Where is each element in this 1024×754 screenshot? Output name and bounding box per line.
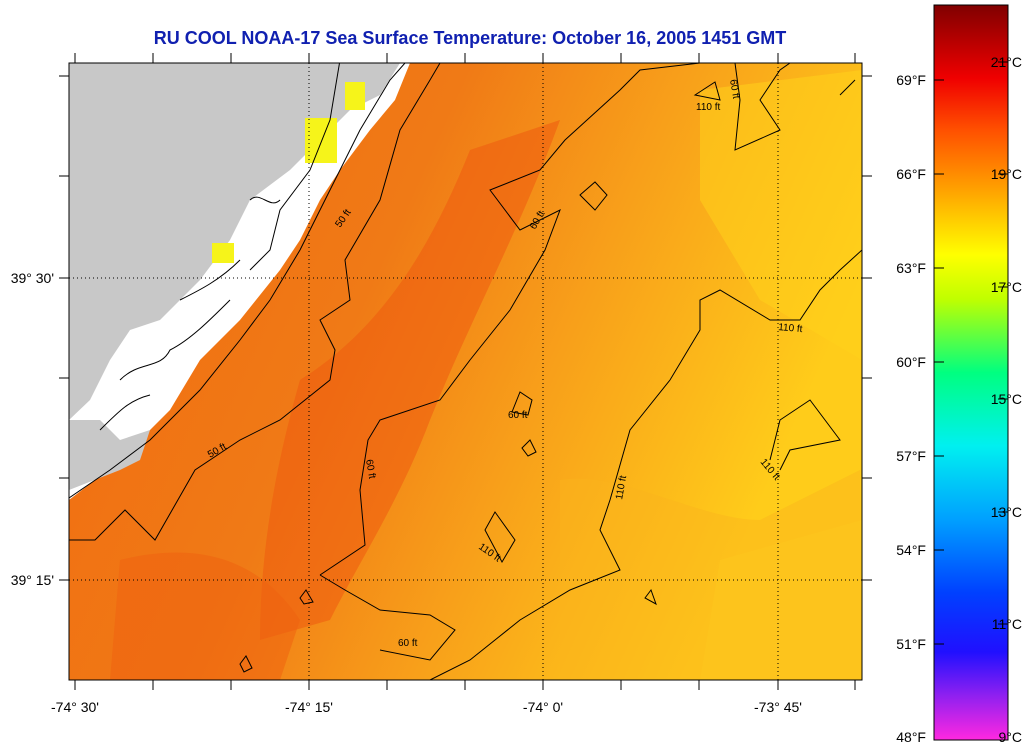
c-tick: 17°C bbox=[991, 279, 1022, 295]
lon-label: -74° 30' bbox=[51, 699, 99, 715]
colorbar-ticks bbox=[934, 61, 1008, 645]
c-tick: 13°C bbox=[991, 504, 1022, 520]
c-tick: 21°C bbox=[991, 54, 1022, 70]
lon-label: -74° 0' bbox=[523, 699, 563, 715]
fahrenheit-scale: 69°F 66°F 63°F 60°F 57°F 54°F 51°F 48°F bbox=[896, 72, 926, 745]
contour-label: 110 ft bbox=[614, 474, 629, 500]
contour-label: 60 ft bbox=[363, 459, 377, 480]
latitude-labels: 39° 30' 39° 15' bbox=[11, 270, 54, 588]
f-tick: 51°F bbox=[896, 636, 926, 652]
f-tick: 66°F bbox=[896, 166, 926, 182]
lat-label: 39° 15' bbox=[11, 572, 54, 588]
depth-contours bbox=[69, 63, 862, 680]
contour-label: 60 ft bbox=[508, 410, 528, 421]
f-tick: 48°F bbox=[896, 729, 926, 745]
f-tick: 60°F bbox=[896, 354, 926, 370]
contour-label: 60 ft bbox=[727, 79, 741, 100]
contour-label: 110 ft bbox=[696, 102, 720, 113]
temperature-colorbar bbox=[933, 4, 1009, 741]
f-tick: 54°F bbox=[896, 542, 926, 558]
f-tick: 57°F bbox=[896, 448, 926, 464]
c-tick: 15°C bbox=[991, 391, 1022, 407]
coastline bbox=[69, 63, 410, 500]
lon-label: -74° 15' bbox=[285, 699, 333, 715]
longitude-labels: -74° 30' -74° 15' -74° 0' -73° 45' bbox=[51, 699, 802, 715]
axis-ticks bbox=[59, 53, 872, 690]
lat-label: 39° 30' bbox=[11, 270, 54, 286]
f-tick: 63°F bbox=[896, 260, 926, 276]
contour-label: 60 ft bbox=[398, 638, 418, 649]
graticule bbox=[69, 63, 862, 680]
c-tick: 19°C bbox=[991, 166, 1022, 182]
c-tick: 9°C bbox=[999, 729, 1023, 745]
celsius-scale: 21°C 19°C 17°C 15°C 13°C 11°C 9°C bbox=[991, 54, 1022, 745]
sst-field bbox=[69, 63, 862, 680]
contour-label: 110 ft bbox=[778, 322, 803, 335]
f-tick: 69°F bbox=[896, 72, 926, 88]
lon-label: -73° 45' bbox=[754, 699, 802, 715]
c-tick: 11°C bbox=[992, 616, 1022, 632]
map-title: RU COOL NOAA-17 Sea Surface Temperature:… bbox=[153, 28, 787, 48]
